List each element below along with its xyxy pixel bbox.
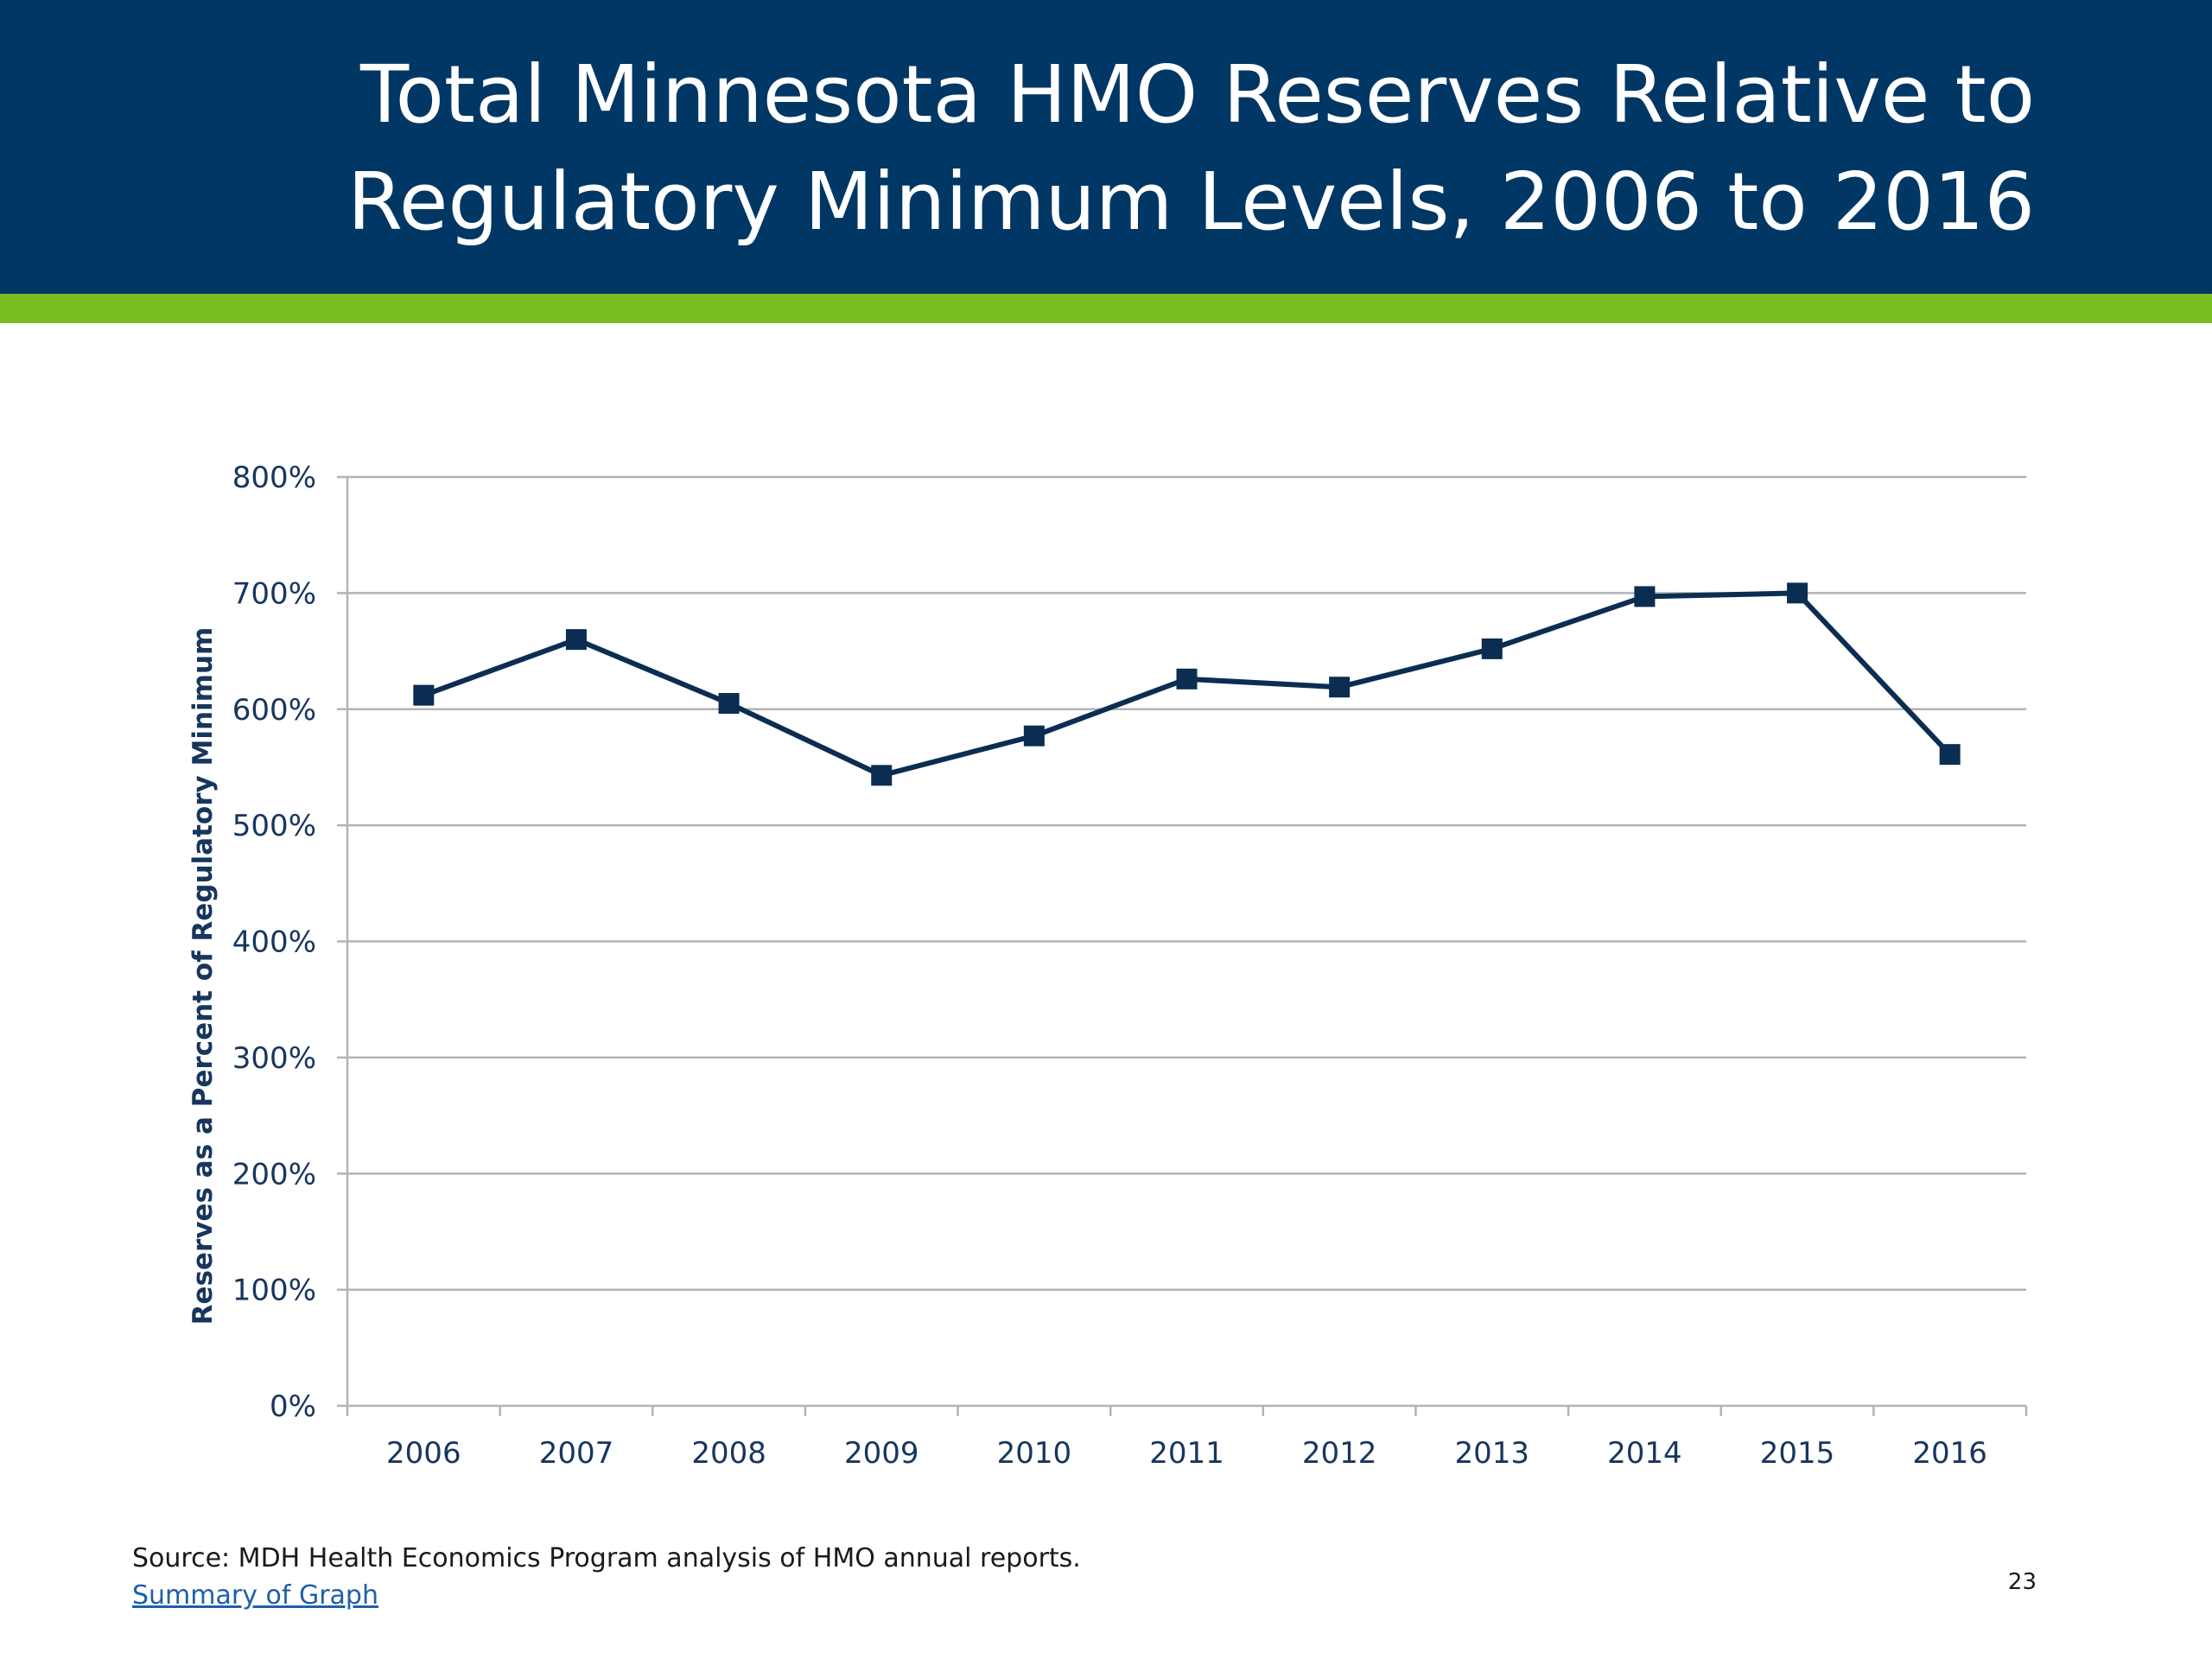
x-tick-label: 2009 — [844, 1436, 919, 1471]
x-tick-label: 2010 — [997, 1436, 1072, 1471]
y-tick-label: 400% — [232, 925, 316, 960]
data-point-2011 — [1176, 668, 1198, 690]
y-tick-label: 100% — [232, 1274, 316, 1308]
summary-of-graph-link[interactable]: Summary of Graph — [132, 1580, 378, 1611]
data-point-2016 — [1939, 744, 1961, 766]
y-tick-label: 0% — [270, 1389, 316, 1424]
x-tick-label: 2016 — [1912, 1436, 1987, 1471]
x-tick-label: 2007 — [539, 1436, 614, 1471]
y-tick-label: 300% — [232, 1041, 316, 1076]
x-tick-label: 2012 — [1302, 1436, 1377, 1471]
x-tick-label: 2006 — [386, 1436, 461, 1471]
x-tick-labels: 2006 2007 2008 2009 2010 2011 2012 2013 2014 2015… — [386, 1436, 1987, 1471]
y-tick-label: 200% — [232, 1157, 316, 1192]
data-series — [413, 582, 1961, 786]
data-point-2015 — [1787, 582, 1808, 604]
gridlines — [347, 475, 2026, 1291]
data-point-2012 — [1329, 677, 1351, 698]
data-point-2013 — [1481, 638, 1503, 659]
x-tick-label: 2008 — [691, 1436, 766, 1471]
axes — [337, 475, 2028, 1416]
y-axis-title: Reserves as a Percent of Regulatory Mini… — [188, 627, 219, 1325]
x-tick-label: 2014 — [1607, 1436, 1682, 1471]
x-tick-label: 2011 — [1149, 1436, 1224, 1471]
page-number: 23 — [2007, 1569, 2037, 1595]
x-tick-label: 2015 — [1760, 1436, 1835, 1471]
y-tick-label: 600% — [232, 693, 316, 728]
data-point-2006 — [413, 684, 435, 706]
y-tick-labels: 0% 100% 200% 300% 400% 500% 600% 700% 800% — [232, 461, 316, 1424]
x-tick-label: 2013 — [1455, 1436, 1530, 1471]
data-point-2009 — [871, 765, 893, 786]
y-tick-label: 800% — [232, 461, 316, 495]
accent-bar — [0, 294, 2212, 323]
title-banner: Total Minnesota HMO Reserves Relative to… — [0, 0, 2212, 294]
data-point-2007 — [565, 629, 587, 651]
data-point-2008 — [718, 693, 740, 715]
y-tick-label: 700% — [232, 576, 316, 611]
slide-title: Total Minnesota HMO Reserves Relative to… — [347, 48, 2035, 248]
data-point-2014 — [1634, 586, 1656, 607]
data-point-2010 — [1023, 725, 1045, 747]
y-tick-label: 500% — [232, 809, 316, 843]
line-chart: 0%100%200%300%400%500%600%700%800% 2006 2… — [188, 461, 2028, 1471]
source-note: Source: MDH Health Economics Program ana… — [132, 1543, 1081, 1573]
